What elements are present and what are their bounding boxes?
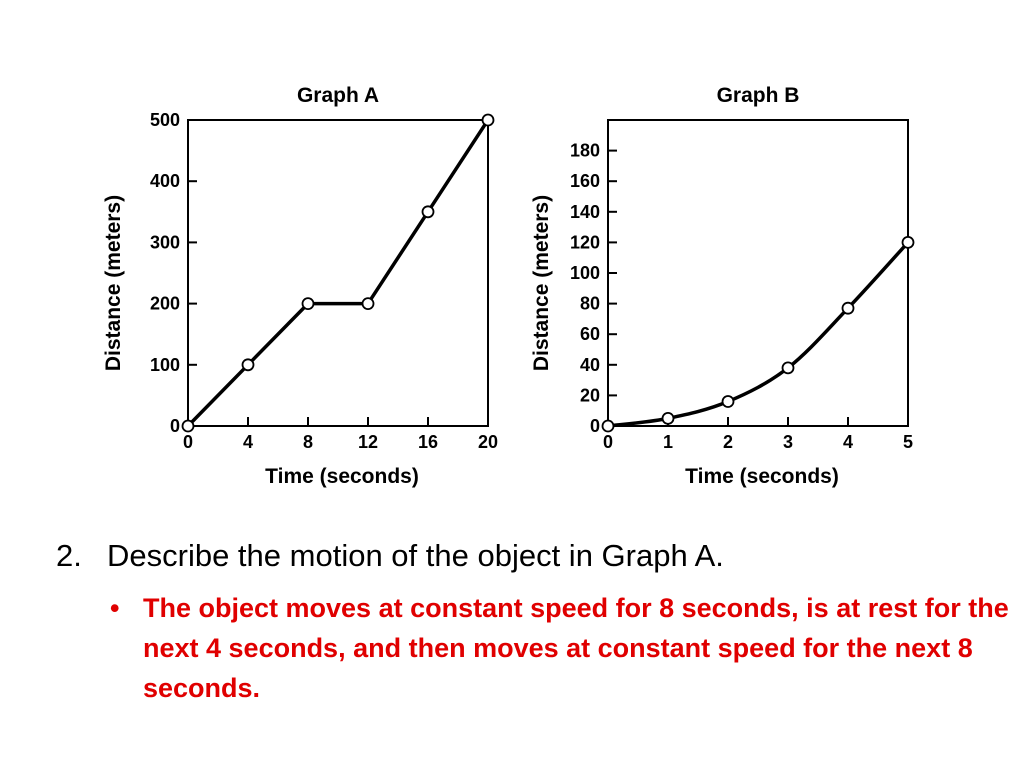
data-point xyxy=(721,395,735,408)
question: 2. Describe the motion of the object in G… xyxy=(56,538,1016,574)
y-tick-label: 0 xyxy=(170,416,180,436)
x-tick-label: 1 xyxy=(663,432,673,452)
y-tick-label: 80 xyxy=(580,294,600,314)
y-tick-label: 160 xyxy=(570,171,600,191)
plot-frame xyxy=(607,119,909,427)
data-point xyxy=(301,297,315,311)
chart-a: Graph A 0 100 200 300 400 500 0 4 8 12 16 20 Time (se… xyxy=(102,84,498,488)
x-tick-label: 3 xyxy=(783,432,793,452)
y-tick-label: 500 xyxy=(150,110,180,130)
answer-text: The object moves at constant speed for 8… xyxy=(143,593,1009,703)
data-point xyxy=(361,297,375,311)
x-tick-label: 4 xyxy=(243,432,253,452)
y-tick-label: 140 xyxy=(570,202,600,222)
data-point xyxy=(781,361,795,375)
x-tick-label: 4 xyxy=(843,432,853,452)
question-text: Describe the motion of the object in Gra… xyxy=(107,538,724,573)
y-tick-label: 0 xyxy=(590,416,600,436)
answer-bullet: • xyxy=(110,593,120,623)
x-tick-label: 2 xyxy=(723,432,733,452)
chart-title: Graph B xyxy=(717,84,800,107)
chart-b: Graph B 0 20 40 60 80 100 120 140 160 180 0 1 2 3 4 5 Tim… xyxy=(530,84,915,488)
x-tick-label: 16 xyxy=(418,432,438,452)
y-tick-label: 120 xyxy=(570,232,600,252)
x-axis-label: Time (seconds) xyxy=(265,465,419,488)
y-tick-label: 180 xyxy=(570,141,600,161)
chart-title: Graph A xyxy=(297,84,379,107)
data-point xyxy=(841,301,855,315)
x-tick-label: 12 xyxy=(358,432,378,452)
y-tick-label: 100 xyxy=(570,263,600,283)
x-axis-label: Time (seconds) xyxy=(685,465,839,488)
series-line xyxy=(186,119,490,428)
answer: • The object moves at constant speed for… xyxy=(100,588,1020,708)
y-tick-label: 60 xyxy=(580,324,600,344)
data-point xyxy=(181,419,195,433)
x-tick-label: 8 xyxy=(303,432,313,452)
question-number: 2. xyxy=(56,538,82,573)
x-tick-label: 5 xyxy=(903,432,913,452)
x-tick-label: 0 xyxy=(183,432,193,452)
series-line xyxy=(607,241,910,428)
data-point xyxy=(241,358,255,372)
y-tick-label: 200 xyxy=(150,294,180,314)
y-tick-label: 40 xyxy=(580,355,600,375)
data-point xyxy=(481,113,495,127)
y-axis-label: Distance (meters) xyxy=(102,195,125,371)
y-tick-label: 20 xyxy=(580,385,600,405)
x-tick-label: 20 xyxy=(478,432,498,452)
data-point xyxy=(601,419,615,433)
x-tick-label: 0 xyxy=(603,432,613,452)
y-tick-label: 300 xyxy=(150,232,180,252)
y-axis-label: Distance (meters) xyxy=(530,195,553,371)
plot-frame xyxy=(187,119,489,427)
data-point xyxy=(661,411,675,425)
y-tick-label: 100 xyxy=(150,355,180,375)
data-point xyxy=(901,235,915,249)
data-point xyxy=(421,205,435,219)
y-tick-label: 400 xyxy=(150,171,180,191)
